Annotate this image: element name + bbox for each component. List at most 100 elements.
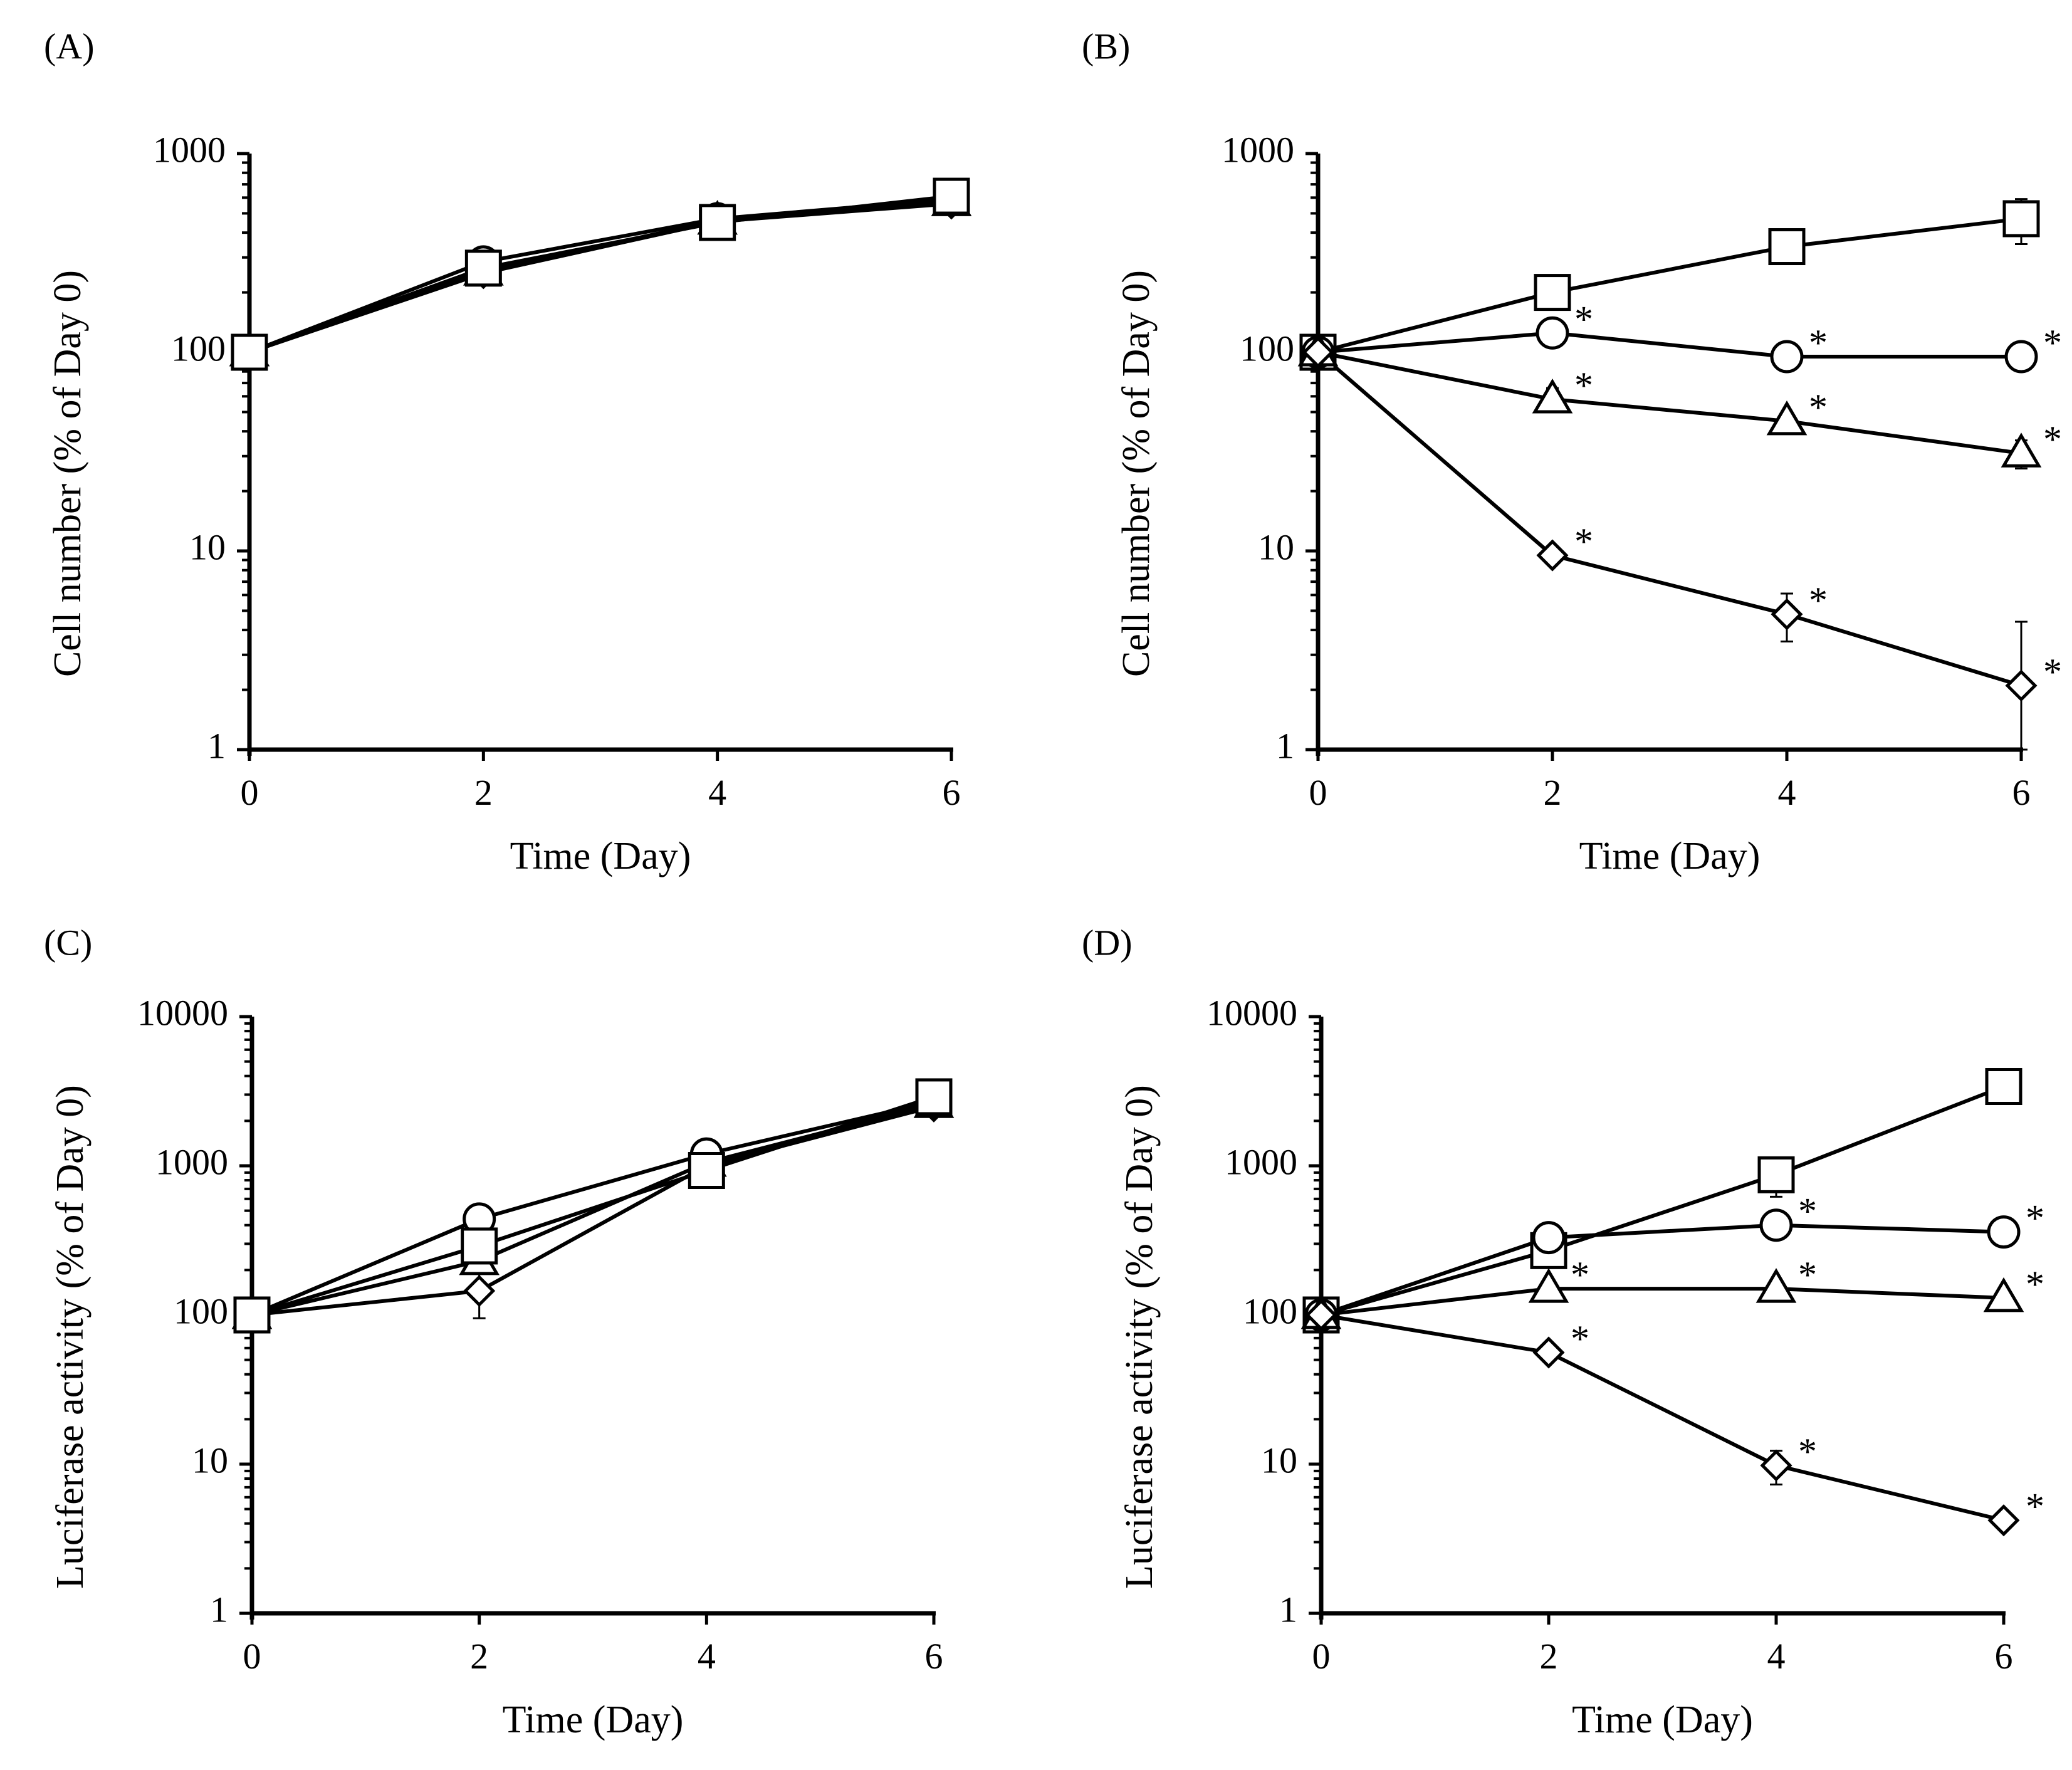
x-tick-label: 6 [2012, 772, 2031, 813]
marker-square [2002, 200, 2040, 238]
y-tick-label: 1000 [1225, 1141, 1297, 1182]
x-tick-label: 6 [1995, 1636, 2013, 1677]
marker-diamond [463, 1275, 496, 1307]
significance-asterisk: * [2043, 651, 2062, 693]
y-axis-title: Luciferase activity (% of Day 0) [49, 1085, 92, 1589]
x-tick-label: 2 [1540, 1636, 1558, 1677]
chart-panel-2: (B) 1 10 100 1000 0 2 4 6 Time (Day) Cell number (… [1082, 26, 2062, 877]
y-tick-label: 1 [1276, 725, 1294, 766]
significance-asterisk: * [1798, 1254, 1817, 1296]
significance-asterisk: * [1574, 298, 1593, 340]
marker-triangle [1983, 1277, 2024, 1312]
series-line-diamond [1317, 350, 2022, 688]
marker-square [461, 1227, 498, 1265]
marker-triangle [1755, 1268, 1797, 1303]
y-axis-title: Luciferase activity (% of Day 0) [1118, 1085, 1161, 1589]
series-line-diamond [251, 1104, 934, 1317]
x-tick-label: 6 [925, 1636, 943, 1677]
marker-diamond [1532, 1336, 1565, 1369]
y-tick-label: 1000 [1222, 129, 1294, 170]
y-axis-title: Cell number (% of Day 0) [46, 270, 89, 677]
x-tick-label: 0 [1312, 1636, 1331, 1677]
marker-square [1768, 228, 1806, 266]
marker-circle [1770, 340, 1804, 374]
y-tick-label: 100 [174, 1291, 228, 1331]
marker-circle [1536, 316, 1569, 350]
series-line-triangle [1321, 1287, 2004, 1317]
y-tick-label: 10000 [137, 992, 228, 1033]
chart-panel-1: (A) 1 10 100 1000 0 2 4 6 Time (Day) Cell number (… [44, 26, 972, 877]
marker-square [688, 1152, 725, 1190]
marker-square [933, 177, 970, 215]
x-axis-title: Time (Day) [1572, 1699, 1753, 1741]
y-tick-label: 10 [1258, 526, 1294, 567]
marker-square [1534, 274, 1571, 312]
panel-label: (A) [44, 26, 95, 66]
series-line-triangle [1317, 350, 2022, 456]
marker-triangle [1528, 1268, 1569, 1303]
series-line-square [1317, 216, 2022, 354]
y-tick-label: 100 [171, 328, 226, 369]
series-line-circle [1317, 331, 2021, 359]
marker-diamond [1771, 598, 1803, 631]
marker-diamond [2005, 669, 2038, 702]
marker-square [233, 1296, 271, 1334]
significance-asterisk: * [2043, 322, 2062, 364]
x-tick-label: 0 [243, 1636, 261, 1677]
panel-label: (C) [44, 922, 92, 963]
y-tick-label: 1 [1279, 1589, 1297, 1630]
marker-circle [1532, 1221, 1566, 1255]
y-tick-label: 10 [1261, 1440, 1297, 1480]
chart-panel-4: (D) 1 10 100 1000 10000 0 2 4 6 Time (Day) Lucifera… [1082, 922, 2044, 1741]
marker-diamond [1987, 1504, 2020, 1537]
series-line-square [1321, 1084, 2005, 1317]
marker-circle [2004, 340, 2038, 374]
significance-asterisk: * [1571, 1318, 1589, 1359]
x-tick-label: 0 [241, 772, 259, 813]
marker-square [1757, 1156, 1795, 1193]
marker-diamond [1305, 1299, 1337, 1331]
significance-asterisk: * [1798, 1191, 1817, 1232]
x-axis-title: Time (Day) [1579, 835, 1761, 877]
x-tick-label: 2 [474, 772, 493, 813]
significance-asterisk: * [1809, 387, 1828, 428]
marker-square [699, 204, 736, 241]
x-tick-label: 6 [943, 772, 961, 813]
y-tick-label: 10 [189, 526, 226, 567]
chart-panel-3: (C) 1 10 100 1000 10000 0 2 4 6 Time (Day) Lucifera… [44, 922, 955, 1741]
x-tick-label: 2 [1544, 772, 1562, 813]
y-tick-label: 1 [210, 1589, 228, 1630]
series-line-circle [251, 1099, 934, 1317]
x-tick-label: 4 [698, 1636, 716, 1677]
x-tick-label: 0 [1309, 772, 1327, 813]
significance-asterisk: * [1809, 322, 1828, 364]
y-tick-label: 1 [207, 725, 226, 766]
panel-label: (D) [1082, 922, 1133, 963]
x-tick-label: 4 [1778, 772, 1796, 813]
marker-diamond [1760, 1449, 1792, 1482]
x-tick-label: 2 [470, 1636, 488, 1677]
significance-asterisk: * [1574, 521, 1593, 562]
marker-square [915, 1078, 953, 1116]
marker-square [1985, 1068, 2022, 1106]
significance-asterisk: * [1798, 1431, 1817, 1472]
x-axis-title: Time (Day) [510, 835, 691, 877]
x-tick-label: 4 [1767, 1636, 1786, 1677]
marker-square [231, 333, 268, 371]
y-axis-title: Cell number (% of Day 0) [1115, 270, 1158, 677]
marker-diamond [1536, 539, 1569, 572]
significance-asterisk: * [2026, 1198, 2044, 1239]
marker-diamond [1302, 336, 1334, 369]
significance-asterisk: * [2043, 419, 2062, 460]
series-line-diamond [1321, 1313, 2004, 1522]
y-tick-label: 10 [192, 1440, 228, 1480]
significance-asterisk: * [2026, 1264, 2044, 1305]
marker-circle [1759, 1208, 1793, 1242]
x-tick-label: 4 [708, 772, 726, 813]
marker-triangle [1532, 379, 1573, 414]
significance-asterisk: * [2026, 1486, 2044, 1527]
y-tick-label: 10000 [1206, 992, 1297, 1033]
y-tick-label: 100 [1243, 1291, 1297, 1331]
panel-label: (B) [1082, 26, 1130, 66]
marker-square [464, 249, 502, 287]
